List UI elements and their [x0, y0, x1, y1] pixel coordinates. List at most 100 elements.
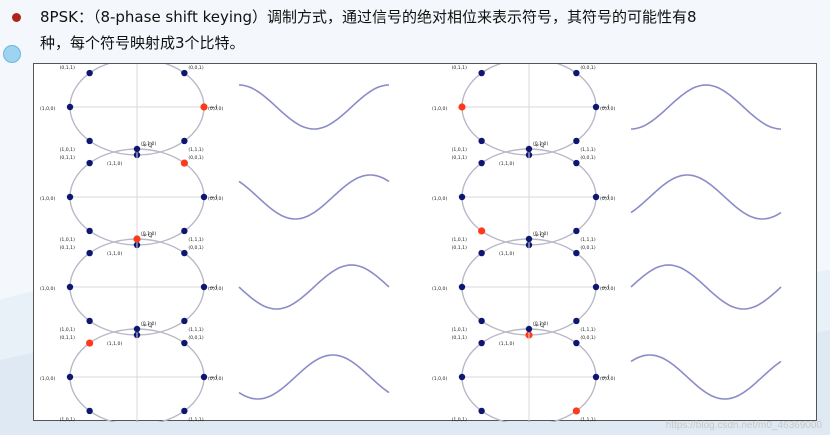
psk-cell: → Q → I(0,0,0) (0,0,1) (0,1,0) (0,1,1) (1,0,0…	[432, 321, 782, 422]
active-symbol-point	[200, 103, 208, 111]
symbol-label: (0,1,0)	[533, 231, 548, 237]
symbol-point	[592, 373, 600, 381]
symbol-point	[458, 373, 466, 381]
active-symbol-point	[86, 339, 94, 347]
symbol-label: (0,1,1)	[452, 335, 467, 341]
symbol-point	[66, 373, 74, 381]
symbol-label: (1,0,0)	[40, 286, 55, 292]
symbol-label: (1,1,1)	[188, 237, 203, 243]
symbol-point	[478, 407, 485, 415]
symbol-point	[181, 137, 188, 145]
symbol-point	[478, 69, 485, 77]
carrier-waveform	[238, 354, 390, 400]
i-axis-label: → I	[209, 374, 218, 381]
symbol-point	[86, 317, 93, 325]
symbol-point	[200, 373, 208, 381]
psk-cell: → Q → I(0,0,0) (0,0,1) (0,1,0) (0,1,1) (1,0,0…	[432, 141, 782, 257]
symbol-point	[478, 339, 485, 347]
symbol-point	[573, 227, 580, 235]
symbol-label: (1,1,1)	[580, 417, 595, 422]
symbol-point	[458, 193, 466, 201]
symbol-point	[86, 407, 93, 415]
symbol-label: (0,1,0)	[141, 231, 156, 237]
symbol-point	[66, 103, 74, 111]
symbol-label: (1,1,1)	[188, 327, 203, 333]
bullet-dot	[12, 13, 21, 22]
symbol-point	[200, 193, 208, 201]
symbol-label: (0,0,0)	[600, 196, 615, 202]
psk-cell: → Q → I(0,0,0) (0,0,1) (0,1,0) (0,1,1) (1,0,0…	[40, 64, 390, 167]
i-axis-label: → I	[601, 104, 610, 111]
symbol-label: (0,0,0)	[600, 376, 615, 382]
symbol-label: (1,0,0)	[432, 286, 447, 292]
symbol-label: (1,1,0)	[499, 251, 514, 257]
symbol-point	[86, 227, 93, 235]
symbol-point	[592, 283, 600, 291]
symbol-point	[573, 317, 580, 325]
carrier-waveform	[630, 354, 782, 400]
active-symbol-point	[180, 159, 188, 167]
symbol-label: (0,0,0)	[208, 376, 223, 382]
symbol-label: (1,1,1)	[580, 147, 595, 153]
symbol-point	[592, 193, 600, 201]
symbol-label: (1,0,1)	[452, 327, 467, 333]
symbol-label: (0,1,1)	[452, 245, 467, 251]
symbol-point	[181, 69, 188, 77]
symbol-point	[573, 249, 580, 257]
symbol-label: (0,0,0)	[208, 196, 223, 202]
symbol-label: (0,0,0)	[600, 286, 615, 292]
symbol-label: (1,0,1)	[452, 147, 467, 153]
symbol-label: (1,0,0)	[40, 376, 55, 382]
symbol-point	[66, 193, 74, 201]
i-axis-label: → I	[601, 194, 610, 201]
description-line-1: 8PSK：（8-phase shift keying）调制方式，通过信号的绝对相…	[40, 8, 697, 26]
symbol-point	[573, 69, 580, 77]
active-symbol-point	[478, 227, 486, 235]
symbol-point	[86, 137, 93, 145]
symbol-point	[478, 159, 485, 167]
symbol-point	[525, 145, 533, 153]
symbol-label: (1,1,1)	[188, 417, 203, 422]
symbol-label: (0,0,1)	[580, 155, 595, 161]
psk-cell: → Q → I(0,0,0) (0,0,1) (0,1,0) (0,1,1) (1,0,0…	[432, 231, 782, 347]
symbol-point	[592, 103, 600, 111]
slide-decoration-dot	[3, 45, 21, 63]
q-axis-label: → Q	[141, 232, 153, 239]
symbol-label: (0,0,1)	[188, 335, 203, 341]
i-axis-label: → I	[209, 104, 218, 111]
symbol-label: (0,0,1)	[580, 245, 595, 251]
carrier-waveform	[238, 84, 390, 130]
symbol-point	[181, 249, 188, 257]
symbol-label: (0,0,0)	[208, 286, 223, 292]
symbol-label: (1,1,0)	[499, 161, 514, 167]
symbol-label: (1,0,0)	[432, 376, 447, 382]
symbol-label: (1,1,0)	[107, 341, 122, 347]
symbol-label: (1,1,1)	[580, 327, 595, 333]
symbol-label: (0,1,1)	[452, 155, 467, 161]
symbol-label: (1,0,1)	[60, 327, 75, 333]
symbol-label: (1,1,0)	[499, 341, 514, 347]
symbol-label: (0,0,1)	[580, 335, 595, 341]
symbol-point	[181, 339, 188, 347]
i-axis-label: → I	[601, 374, 610, 381]
symbol-point	[133, 145, 141, 153]
symbol-point	[133, 325, 141, 333]
psk-cell: → Q → I(0,0,0) (0,0,1) (0,1,0) (0,1,1) (1,0,0…	[40, 141, 390, 257]
symbol-point	[573, 339, 580, 347]
symbol-label: (0,1,0)	[141, 321, 156, 327]
i-axis-label: → I	[601, 284, 610, 291]
symbol-point	[181, 227, 188, 235]
symbol-point	[181, 407, 188, 415]
symbol-label: (1,0,0)	[40, 106, 55, 112]
8psk-diagram-panel: → Q→ I(0,0,0)(0,0,1)(0,1,0)(0,1,1)(1,0,0…	[33, 63, 817, 422]
symbol-point	[525, 325, 533, 333]
symbol-label: (0,0,1)	[188, 245, 203, 251]
description-line-2: 种，每个符号映射成3个比特。	[40, 34, 245, 52]
psk-cell: → Q → I(0,0,0) (0,0,1) (0,1,0) (0,1,1) (1,0,0…	[40, 321, 390, 422]
symbol-label: (0,0,1)	[188, 65, 203, 71]
active-symbol-point	[572, 407, 580, 415]
symbol-point	[86, 249, 93, 257]
symbol-label: (1,1,0)	[107, 161, 122, 167]
symbol-point	[573, 137, 580, 145]
symbol-label: (0,0,0)	[208, 106, 223, 112]
